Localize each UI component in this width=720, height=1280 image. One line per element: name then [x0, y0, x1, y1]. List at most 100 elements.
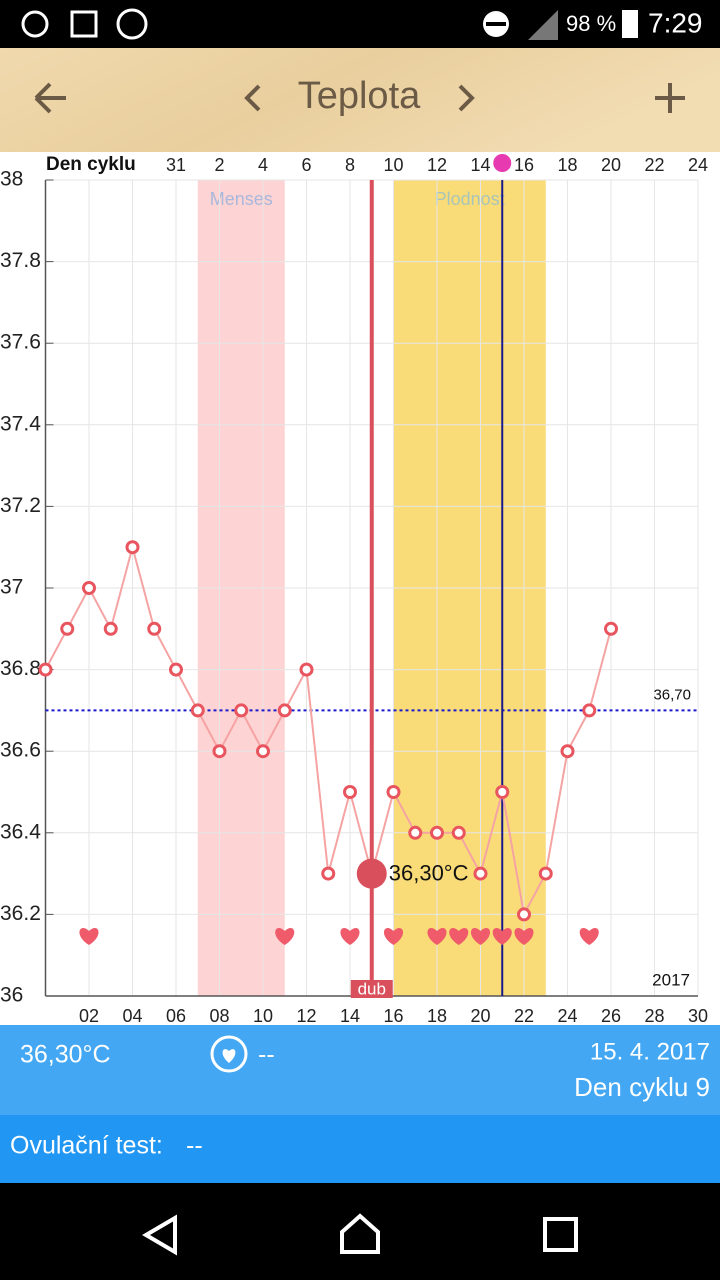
heart-icon[interactable]	[210, 1035, 248, 1073]
selected-point	[356, 858, 387, 889]
intercourse-heart	[470, 927, 491, 945]
y-tick-label: 36.4	[0, 820, 41, 843]
intercourse-heart	[340, 927, 360, 945]
nav-back[interactable]	[142, 1214, 177, 1256]
x-tick-label: 24	[557, 1006, 577, 1026]
date-tag: dub	[358, 979, 386, 998]
band-label: Menses	[210, 189, 273, 209]
cycle-tick-label: 12	[427, 155, 447, 175]
reference-label: 36,70	[653, 686, 691, 703]
intercourse-heart	[79, 927, 99, 945]
summary-heart: --	[258, 1041, 275, 1069]
temperature-point	[343, 785, 357, 799]
y-tick-label: 36.6	[0, 739, 41, 762]
y-tick-label: 37.6	[0, 331, 41, 354]
temperature-point	[582, 703, 597, 718]
y-tick-label: 36.2	[0, 902, 41, 925]
summary-cycle-day: Den cyklu 9	[574, 1072, 710, 1102]
nav-bar	[0, 1183, 720, 1280]
temperature-point	[277, 703, 292, 718]
y-tick-label: 37.8	[0, 249, 41, 272]
add-button[interactable]	[655, 83, 685, 113]
nav-recents[interactable]	[543, 1217, 578, 1252]
next-button[interactable]	[458, 84, 475, 112]
temperature-point	[517, 907, 531, 922]
x-tick-label: 10	[253, 1006, 273, 1026]
year-label: 2017	[652, 970, 690, 989]
temperature-point	[212, 744, 227, 759]
dnd-icon	[486, 22, 506, 26]
ovulation-panel	[0, 1115, 720, 1183]
temperature-point	[234, 703, 249, 718]
status-icon	[21, 10, 49, 38]
status-bar	[0, 0, 720, 48]
intercourse-heart	[449, 927, 469, 945]
prev-button[interactable]	[244, 84, 261, 112]
app-title: Teplota	[298, 75, 421, 117]
x-tick-label: 20	[470, 1006, 490, 1026]
cycle-tick-label: 14	[470, 155, 490, 175]
summary-panel	[0, 1025, 720, 1115]
cycle-tick-label: 20	[601, 155, 621, 175]
temperature-point	[125, 540, 140, 555]
temperature-point	[103, 621, 118, 636]
cycle-tick-label: 8	[345, 155, 355, 175]
intercourse-heart	[492, 927, 512, 945]
nav-home[interactable]	[340, 1213, 380, 1254]
cycle-tick-label: 16	[514, 155, 534, 175]
chart: Menses Plodnost 36 36.2 36.4 36.6 36.8 37 37.2 37…	[0, 152, 720, 1026]
status-icon	[116, 8, 148, 40]
x-tick-label: 16	[383, 1006, 403, 1026]
x-tick-label: 28	[644, 1006, 664, 1026]
temperature-point	[256, 744, 270, 759]
intercourse-heart	[427, 927, 447, 945]
x-tick-label: 14	[340, 1006, 360, 1026]
temperature-point	[321, 866, 336, 881]
temperature-point	[169, 662, 183, 677]
intercourse-heart	[383, 927, 404, 945]
x-tick-label: 04	[122, 1006, 142, 1026]
y-tick-label: 36	[0, 984, 23, 1007]
ovulation-dot	[493, 154, 512, 172]
cycle-tick-label: 2	[214, 155, 224, 175]
heart-icon	[222, 1049, 236, 1063]
cycle-axis-label: Den cyklu	[46, 154, 136, 175]
y-tick-label: 36.8	[0, 657, 41, 680]
battery-icon	[622, 10, 638, 38]
x-tick-label: 02	[79, 1006, 99, 1026]
y-tick-label: 37.4	[0, 412, 41, 435]
cycle-tick-label: 31	[166, 155, 186, 175]
y-tick-label: 37.2	[0, 494, 41, 517]
temperature-point	[386, 785, 401, 799]
temperature-point	[82, 581, 96, 595]
temperature-point	[60, 621, 75, 636]
temperature-point	[430, 825, 444, 840]
x-tick-label: 06	[166, 1006, 186, 1026]
cycle-tick-label: 4	[258, 155, 268, 175]
ovulation-value: --	[186, 1132, 203, 1160]
temperature-point	[560, 744, 575, 759]
x-tick-label: 12	[296, 1006, 316, 1026]
x-tick-label: 22	[514, 1006, 534, 1026]
summary-date: 15. 4. 2017	[590, 1038, 710, 1065]
temperature-point	[408, 825, 423, 840]
x-tick-label: 30	[688, 1006, 708, 1026]
temperature-point	[495, 785, 510, 799]
temperature-point	[147, 621, 162, 636]
app-bar	[0, 48, 720, 152]
back-button[interactable]	[34, 82, 66, 114]
x-tick-label: 26	[601, 1006, 621, 1026]
date-tag-bg	[350, 980, 393, 998]
band-label: Plodnost	[435, 189, 505, 209]
cycle-tick-label: 22	[644, 155, 664, 175]
temperature-point	[538, 866, 553, 881]
temperature-point	[38, 662, 53, 677]
intercourse-heart	[579, 927, 599, 945]
selected-label: 36,30°C	[389, 860, 469, 885]
temperature-point	[299, 662, 314, 677]
status-icon	[70, 10, 98, 38]
battery-text: 98 %	[566, 11, 616, 36]
temperature-point	[604, 621, 618, 636]
x-tick-label: 08	[209, 1006, 229, 1026]
